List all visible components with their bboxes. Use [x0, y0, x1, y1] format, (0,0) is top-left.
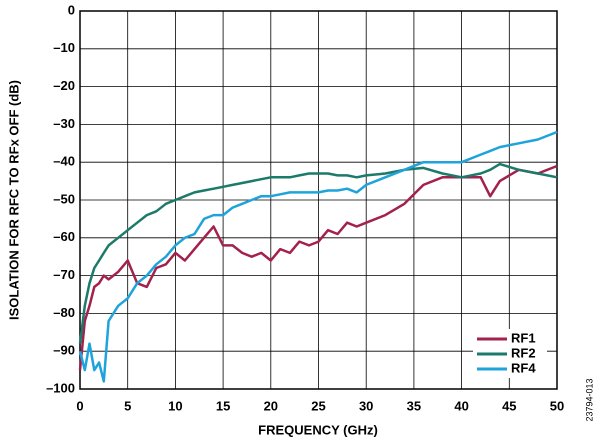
x-tick-label: 50: [550, 398, 564, 413]
x-tick-label: 5: [124, 398, 131, 413]
legend-label: RF4: [511, 360, 536, 375]
x-tick-label: 35: [407, 398, 421, 413]
y-tick-label: –70: [53, 267, 75, 282]
series-line: [78, 164, 558, 371]
y-tick-label: 0: [68, 2, 75, 17]
plot-frame: [79, 10, 558, 390]
y-tick-label: –30: [53, 116, 75, 131]
legend-label: RF2: [511, 345, 536, 360]
x-tick-label: 25: [311, 398, 325, 413]
y-tick-label: –90: [53, 343, 75, 358]
x-tick-label: 40: [454, 398, 468, 413]
y-tick-label: –10: [53, 40, 75, 55]
y-tick-label: –100: [46, 380, 75, 395]
y-axis-label: ISOLATION FOR RFC TO RFx OFF (dB): [6, 80, 21, 320]
x-tick-label: 0: [76, 398, 83, 413]
y-tick-label: –20: [53, 78, 75, 93]
x-tick-label: 15: [216, 398, 230, 413]
x-tick-label: 30: [359, 398, 373, 413]
y-tick-label: –40: [53, 154, 75, 169]
x-axis-label: FREQUENCY (GHz): [258, 422, 378, 437]
series-line: [78, 162, 558, 344]
legend-label: RF1: [511, 330, 536, 345]
x-tick-label: 10: [168, 398, 182, 413]
x-tick-label: 20: [264, 398, 278, 413]
figure-id: 23794-013: [584, 378, 594, 421]
y-tick-label: –80: [53, 305, 75, 320]
y-tick-label: –50: [53, 191, 75, 206]
series-line: [78, 130, 558, 383]
x-tick-label: 45: [502, 398, 516, 413]
y-tick-label: –60: [53, 229, 75, 244]
